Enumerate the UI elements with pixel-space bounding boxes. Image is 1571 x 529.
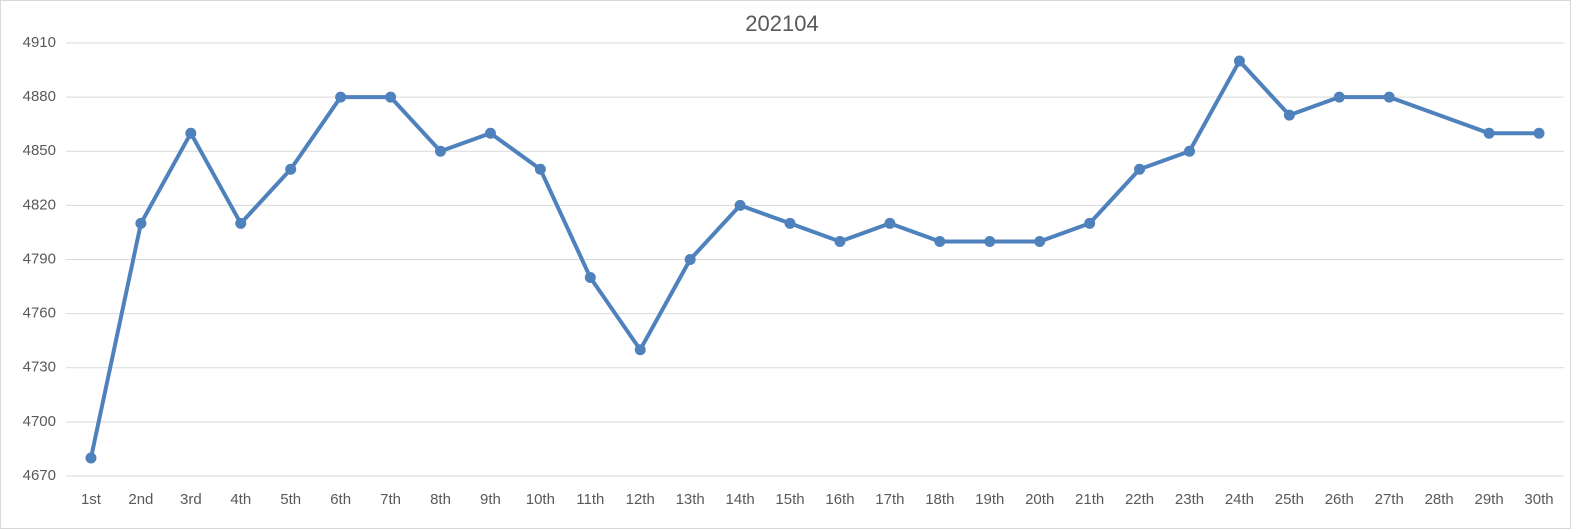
x-tick-label: 7th: [380, 491, 401, 508]
data-point: [1483, 127, 1495, 139]
data-point: [135, 217, 147, 229]
data-point: [1184, 145, 1195, 157]
x-tick-label: 15th: [775, 491, 804, 508]
data-point: [684, 254, 696, 265]
x-tick-label: 30th: [1524, 491, 1553, 508]
data-point: [984, 235, 996, 247]
x-tick-label: 5th: [280, 491, 301, 508]
x-tick-label: 20th: [1025, 491, 1054, 508]
data-point: [584, 272, 596, 284]
x-tick-label: 28th: [1425, 491, 1454, 508]
data-point: [784, 217, 796, 229]
y-tick-label: 4670: [23, 467, 56, 484]
x-tick-label: 8th: [430, 491, 451, 508]
x-tick-label: 18th: [925, 491, 954, 508]
x-tick-label: 16th: [825, 491, 854, 508]
data-point: [1034, 235, 1046, 247]
data-point: [385, 91, 397, 103]
data-point: [634, 344, 646, 356]
data-point: [85, 452, 97, 464]
y-tick-label: 4760: [23, 305, 56, 322]
y-tick-label: 4700: [23, 413, 56, 430]
y-tick-label: 4790: [23, 250, 56, 267]
data-point: [834, 235, 846, 247]
x-tick-label: 29th: [1474, 491, 1503, 508]
x-tick-label: 1st: [81, 491, 102, 508]
data-point: [1134, 163, 1146, 175]
data-point: [934, 235, 946, 247]
x-tick-label: 21th: [1075, 491, 1104, 508]
data-point: [235, 217, 247, 229]
data-point: [1283, 109, 1295, 121]
x-tick-label: 23th: [1175, 491, 1204, 508]
x-tick-label: 17th: [875, 491, 904, 508]
x-tick-label: 25th: [1275, 491, 1304, 508]
x-tick-label: 12th: [626, 491, 655, 508]
data-point: [1084, 217, 1096, 229]
x-tick-label: 22th: [1125, 491, 1154, 508]
x-tick-label: 14th: [725, 491, 754, 508]
x-tick-label: 2nd: [128, 491, 153, 508]
data-point: [285, 163, 297, 175]
data-point: [1383, 91, 1395, 103]
y-tick-label: 4880: [23, 88, 56, 105]
data-point: [1333, 91, 1345, 103]
data-point: [435, 145, 446, 157]
data-point: [734, 199, 746, 211]
x-tick-label: 10th: [526, 491, 555, 508]
data-point: [1233, 55, 1245, 67]
data-point: [484, 127, 496, 139]
y-tick-label: 4820: [23, 196, 56, 213]
y-tick-label: 4910: [23, 34, 56, 51]
x-tick-label: 26th: [1325, 491, 1354, 508]
data-point: [1533, 127, 1545, 139]
x-tick-label: 9th: [480, 491, 501, 508]
y-tick-label: 4850: [23, 142, 56, 159]
x-tick-label: 19th: [975, 491, 1004, 508]
chart-title: 202104: [745, 11, 818, 36]
x-tick-label: 11th: [576, 491, 604, 508]
x-tick-label: 3rd: [180, 491, 202, 508]
x-tick-label: 4th: [230, 491, 251, 508]
x-tick-label: 24th: [1225, 491, 1254, 508]
data-point: [185, 127, 197, 139]
x-tick-label: 13th: [676, 491, 705, 508]
gap-connector: [1387, 95, 1492, 136]
x-tick-label: 27th: [1375, 491, 1404, 508]
x-tick-label: 6th: [330, 491, 351, 508]
y-tick-label: 4730: [23, 359, 56, 376]
data-point: [534, 163, 546, 175]
data-point: [884, 217, 896, 229]
data-point: [335, 91, 347, 103]
